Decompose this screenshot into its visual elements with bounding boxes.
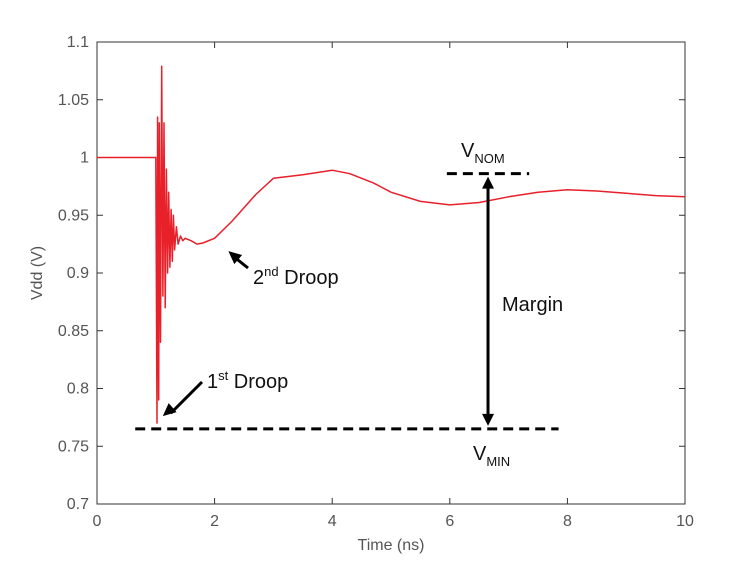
margin-arrowhead-bottom bbox=[482, 413, 495, 426]
y-tick-label: 1 bbox=[80, 150, 89, 167]
second-droop-label: 2nd Droop bbox=[253, 264, 339, 289]
y-tick-label: 0.7 bbox=[67, 496, 89, 513]
y-tick-label: 0.8 bbox=[67, 381, 89, 398]
x-tick-label: 10 bbox=[676, 513, 694, 530]
y-axis-ticks: 0.7 0.75 0.8 0.85 0.9 0.95 1 1.05 1.1 bbox=[58, 34, 685, 513]
x-tick-label: 2 bbox=[210, 513, 219, 530]
y-tick-label: 0.75 bbox=[58, 438, 89, 455]
y-tick-label: 1.05 bbox=[58, 92, 89, 109]
first-droop-arrow bbox=[169, 380, 204, 415]
margin-arrowhead-top bbox=[482, 176, 495, 189]
y-tick-label: 1.1 bbox=[67, 34, 89, 51]
y-axis-label: Vdd (V) bbox=[29, 246, 46, 300]
x-axis-label: Time (ns) bbox=[358, 537, 425, 554]
x-axis-ticks: 0 2 4 6 8 10 bbox=[93, 42, 694, 530]
vmin-label: VMIN bbox=[473, 443, 510, 469]
margin-label: Margin bbox=[502, 294, 563, 316]
second-droop-arrowhead bbox=[228, 251, 243, 265]
first-droop-arrowhead bbox=[162, 403, 177, 417]
y-tick-label: 0.85 bbox=[58, 323, 89, 340]
vnom-label: VNOM bbox=[461, 140, 505, 166]
x-tick-label: 0 bbox=[93, 513, 102, 530]
plot-frame bbox=[96, 41, 686, 505]
first-droop-label: 1st Droop bbox=[207, 368, 288, 393]
x-tick-label: 8 bbox=[563, 513, 572, 530]
x-tick-label: 4 bbox=[328, 513, 337, 530]
y-tick-label: 0.95 bbox=[58, 207, 89, 224]
y-tick-label: 0.9 bbox=[67, 265, 89, 282]
series-line-vdd bbox=[97, 65, 686, 424]
x-tick-label: 6 bbox=[445, 513, 454, 530]
